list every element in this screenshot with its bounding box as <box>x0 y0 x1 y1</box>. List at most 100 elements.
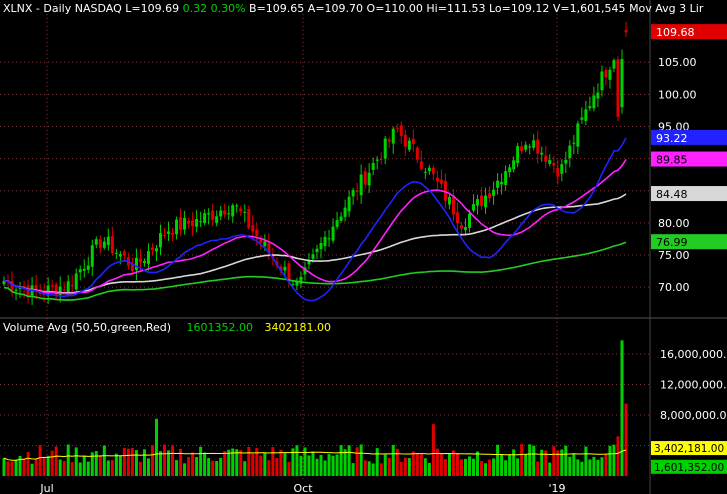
candle-body <box>34 285 38 292</box>
candle-body <box>243 211 247 213</box>
price-label-text: 89.85 <box>656 154 688 167</box>
candle-body <box>572 142 576 144</box>
volume-bar <box>22 458 26 476</box>
price-label-box <box>651 151 727 167</box>
volume-bar <box>295 445 299 476</box>
volume-bar <box>568 456 572 476</box>
volume-bar <box>175 460 179 476</box>
price-label-box <box>651 129 727 145</box>
candle-body <box>159 233 163 248</box>
volume-bar <box>387 458 391 476</box>
volume-bar <box>512 449 516 476</box>
candle-body <box>612 60 616 69</box>
candle-body <box>311 254 315 259</box>
candle-body <box>70 285 74 287</box>
volume-bar <box>231 448 235 476</box>
volume-bar <box>187 456 191 476</box>
volume-bar <box>576 459 580 476</box>
volume-bar <box>159 451 163 476</box>
volume-bar <box>415 453 419 476</box>
volume-bar <box>423 458 427 476</box>
volume-bar <box>299 455 303 476</box>
volume-bar <box>239 450 243 476</box>
candle-body <box>106 236 110 246</box>
candle-body <box>82 268 86 271</box>
volume-bar <box>608 445 612 476</box>
volume-bar <box>179 448 183 476</box>
candle-body <box>90 245 94 267</box>
volume-bar <box>114 453 118 476</box>
volume-bar <box>403 457 407 476</box>
volume-bar <box>219 457 223 476</box>
candle-body <box>58 286 62 296</box>
price-label-box <box>651 186 727 202</box>
candle-body <box>2 280 6 285</box>
volume-bar <box>106 460 110 476</box>
candle-body <box>504 171 508 185</box>
volume-bar <box>435 448 439 476</box>
candle-body <box>335 220 339 227</box>
candle-body <box>307 260 311 265</box>
volume-bar <box>620 340 624 476</box>
volume-bar <box>520 444 524 476</box>
open-price: O=110.00 <box>366 2 423 15</box>
candle-body <box>508 167 512 173</box>
volume-bar <box>459 459 463 476</box>
candles-group <box>2 21 628 306</box>
volume-bar <box>215 461 219 476</box>
moving-average-legend: Mov Avg 3 Lir <box>629 2 704 15</box>
candle-body <box>263 241 267 246</box>
price-tick-label: 100.00 <box>658 88 697 101</box>
volume-value-2: 3402181.00 <box>264 321 331 334</box>
candle-body <box>331 226 335 241</box>
volume-bar <box>323 460 327 476</box>
candle-body <box>371 163 375 170</box>
volume-bar <box>604 453 608 476</box>
candle-body <box>122 251 126 256</box>
volume-bar <box>66 444 70 476</box>
candle-body <box>223 210 227 215</box>
volume-bar <box>235 449 239 476</box>
candle-body <box>255 229 259 237</box>
price-change: 0.32 <box>182 2 208 15</box>
volume-bar <box>146 458 150 476</box>
volume-bar <box>2 457 6 476</box>
volume-bar <box>379 463 383 476</box>
candle-body <box>18 287 22 289</box>
volume-bar <box>548 462 552 476</box>
volume-bar <box>142 449 146 476</box>
candle-body <box>347 196 351 212</box>
candle-body <box>564 159 568 164</box>
candle-body <box>596 92 600 99</box>
candle-body <box>512 160 516 170</box>
candle-body <box>584 109 588 121</box>
candle-body <box>187 221 191 224</box>
candle-body <box>351 190 355 197</box>
candle-body <box>207 213 211 215</box>
candle-body <box>500 181 504 185</box>
candle-body <box>150 247 154 250</box>
volume-bar <box>279 449 283 476</box>
candle-body <box>403 134 407 147</box>
candle-body <box>146 251 150 264</box>
volume-bar <box>391 444 395 476</box>
volume-bar <box>467 456 471 476</box>
volume-bar <box>34 459 38 476</box>
volume-bar <box>500 455 504 476</box>
candle-body <box>78 269 82 273</box>
volume-bar <box>524 454 528 476</box>
volume-bar <box>315 458 319 476</box>
price-label-box <box>651 24 727 40</box>
candle-body <box>463 227 467 231</box>
volume-bar <box>14 460 18 476</box>
candle-body <box>86 265 90 270</box>
volume-bar <box>584 446 588 476</box>
volume-bar <box>6 461 10 476</box>
volume-bar <box>291 448 295 476</box>
candle-body <box>624 30 628 33</box>
candle-body <box>427 167 431 171</box>
candle-body <box>620 58 624 108</box>
price-label-text: 84.48 <box>656 188 688 201</box>
candle-body <box>488 193 492 199</box>
candle-body <box>415 147 419 160</box>
